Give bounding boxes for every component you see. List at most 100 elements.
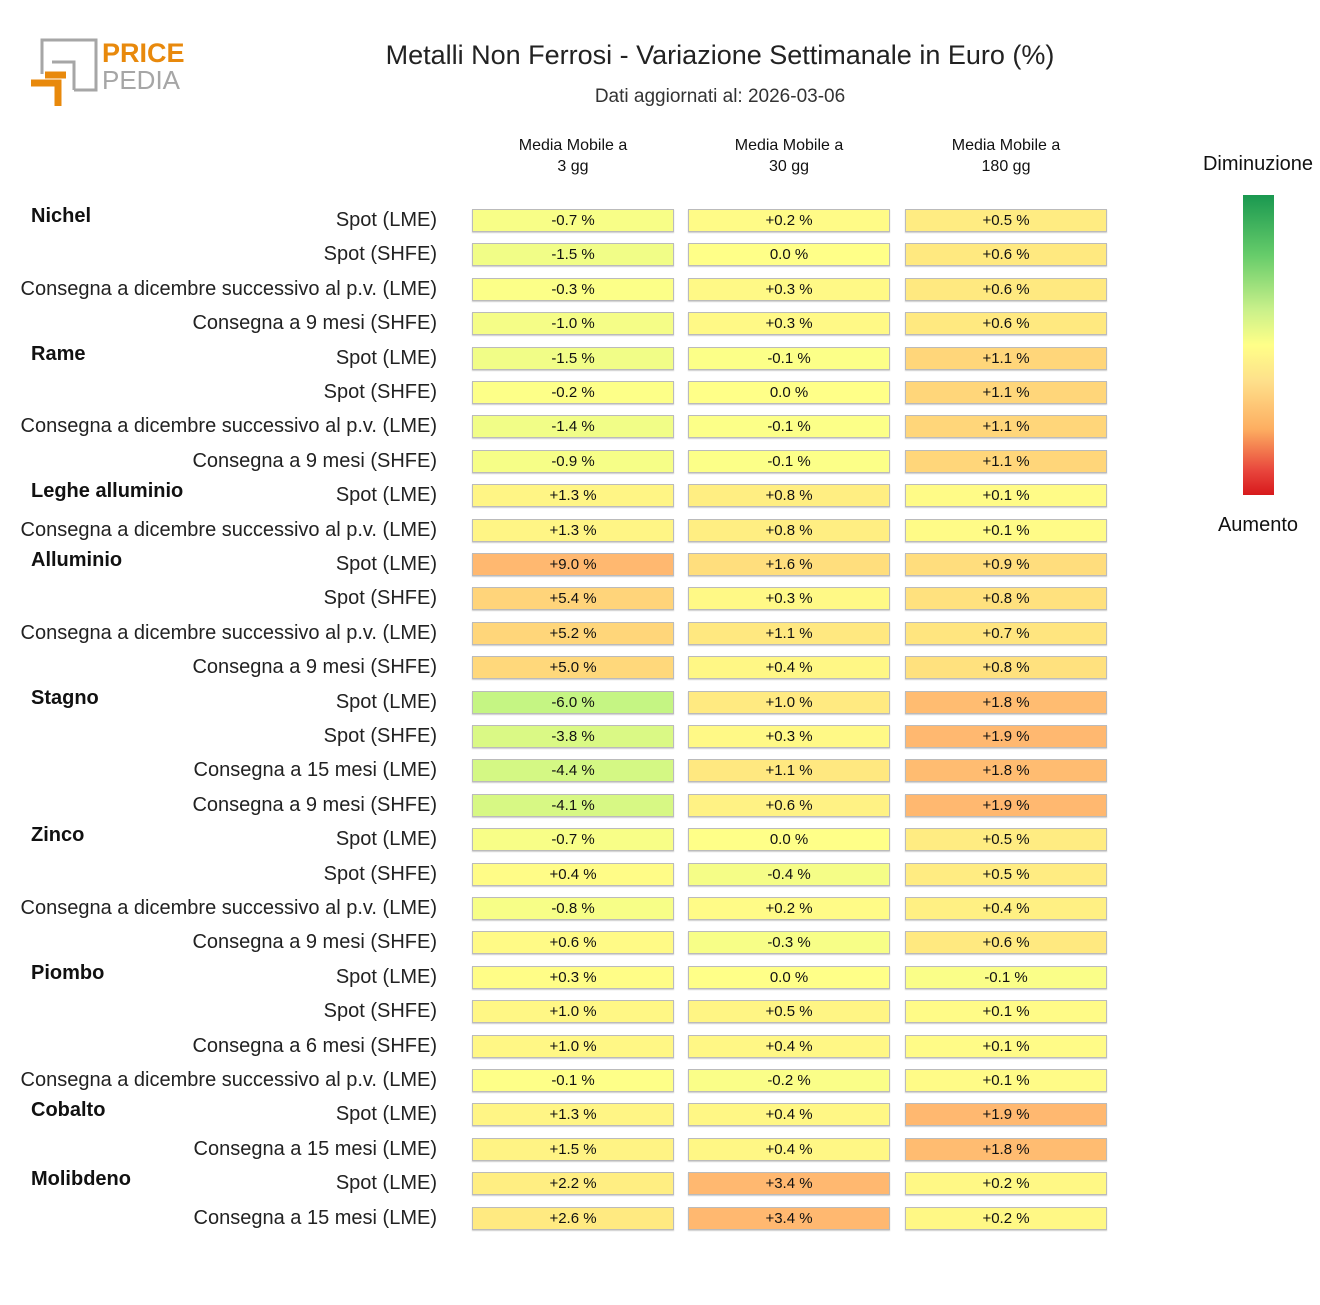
value-cell: +0.3 % <box>688 587 890 611</box>
value-cell: +1.5 % <box>472 1137 674 1161</box>
metal-group-label: Molibdeno <box>31 1168 131 1191</box>
value-cell: +1.3 % <box>472 484 674 508</box>
metal-group-label: Piombo <box>31 961 105 984</box>
contract-label: Consegna a dicembre successivo al p.v. (… <box>20 277 437 300</box>
value-cell: +3.4 % <box>688 1172 890 1196</box>
contract-label: Spot (SHFE) <box>323 1000 437 1023</box>
value-cell: -4.4 % <box>472 759 674 783</box>
value-cell: +0.4 % <box>472 862 674 886</box>
value-cell: +1.0 % <box>472 1034 674 1058</box>
contract-label: Spot (LME) <box>335 690 437 713</box>
value-cell: +1.1 % <box>905 346 1107 370</box>
contract-label: Consegna a 15 mesi (LME) <box>193 1137 437 1160</box>
contract-label: Spot (LME) <box>335 484 437 507</box>
value-cell: +0.2 % <box>688 209 890 232</box>
contract-label: Consegna a 6 mesi (SHFE) <box>192 1034 437 1057</box>
value-cell: +1.0 % <box>472 1000 674 1024</box>
legend-label-top: Diminuzione <box>1202 153 1314 175</box>
value-cell: +1.6 % <box>688 553 890 576</box>
color-scale-legend <box>1243 195 1274 495</box>
value-cell: +0.1 % <box>905 1000 1107 1024</box>
value-cell: +0.1 % <box>905 1034 1107 1058</box>
column-header: Media Mobile a 30 gg <box>679 135 899 177</box>
column-header-line: 30 gg <box>768 158 810 175</box>
value-cell: +1.3 % <box>472 518 674 542</box>
value-cell: +0.2 % <box>905 1172 1107 1196</box>
contract-label: Spot (LME) <box>335 965 437 988</box>
contract-label: Consegna a 9 mesi (SHFE) <box>192 793 437 816</box>
contract-label: Spot (SHFE) <box>323 381 437 403</box>
value-cell: -0.1 % <box>905 965 1107 989</box>
value-cell: +1.8 % <box>905 1137 1107 1161</box>
value-cell: -0.2 % <box>688 1069 890 1092</box>
value-cell: +0.1 % <box>905 484 1107 508</box>
contract-label: Consegna a dicembre successivo al p.v. (… <box>20 1069 437 1091</box>
value-cell: +1.3 % <box>472 1103 674 1127</box>
column-header: Media Mobile a 180 gg <box>896 135 1116 177</box>
metal-group-label: Cobalto <box>31 1099 106 1122</box>
contract-label: Spot (LME) <box>335 209 437 231</box>
contract-label: Consegna a 15 mesi (LME) <box>193 759 437 782</box>
value-cell: -0.2 % <box>472 381 674 404</box>
column-header-line: Media Mobile a <box>518 137 628 154</box>
value-cell: +2.2 % <box>472 1172 674 1196</box>
value-cell: +1.9 % <box>905 793 1107 817</box>
value-cell: +0.9 % <box>905 553 1107 576</box>
column-header-line: Media Mobile a <box>951 137 1061 154</box>
legend-label-bottom: Aumento <box>1217 514 1299 536</box>
value-cell: +0.2 % <box>905 1206 1107 1230</box>
value-cell: -0.1 % <box>472 1069 674 1092</box>
value-cell: +1.1 % <box>905 381 1107 404</box>
contract-label: Consegna a dicembre successivo al p.v. (… <box>20 518 437 541</box>
value-cell: +0.5 % <box>905 209 1107 232</box>
contract-label: Spot (LME) <box>335 1172 437 1195</box>
value-cell: +1.1 % <box>688 759 890 783</box>
value-cell: +0.3 % <box>688 725 890 748</box>
logo-mark-icon <box>31 38 98 106</box>
metal-group-label: Rame <box>31 342 86 365</box>
contract-label: Consegna a 9 mesi (SHFE) <box>192 449 437 472</box>
contract-label: Spot (SHFE) <box>323 862 437 885</box>
value-cell: +0.6 % <box>905 277 1107 301</box>
value-cell: +0.2 % <box>688 897 890 920</box>
value-cell: 0.0 % <box>688 243 890 267</box>
value-cell: +0.4 % <box>905 897 1107 920</box>
value-cell: +0.1 % <box>905 1069 1107 1092</box>
logo-text-price: PRICE <box>102 38 185 68</box>
value-cell: -1.5 % <box>472 243 674 267</box>
chart-subtitle: Dati aggiornati al: 2026-03-06 <box>594 86 846 107</box>
metal-group-label: Stagno <box>31 686 99 709</box>
contract-label: Consegna a dicembre successivo al p.v. (… <box>20 415 437 438</box>
contract-label: Spot (SHFE) <box>323 243 437 266</box>
value-cell: +1.8 % <box>905 690 1107 714</box>
value-cell: +0.8 % <box>688 518 890 542</box>
contract-label: Spot (LME) <box>335 1103 437 1126</box>
contract-label: Spot (SHFE) <box>323 587 437 610</box>
column-header: Media Mobile a 3 gg <box>463 135 683 177</box>
value-cell: +0.3 % <box>472 965 674 989</box>
column-header-line: Media Mobile a <box>734 137 844 154</box>
value-cell: +0.6 % <box>905 243 1107 267</box>
chart-title: Metalli Non Ferrosi - Variazione Settima… <box>385 40 1055 70</box>
value-cell: +0.4 % <box>688 656 890 680</box>
value-cell: +0.8 % <box>905 656 1107 680</box>
contract-label: Spot (LME) <box>335 553 437 575</box>
value-cell: +0.6 % <box>472 931 674 955</box>
value-cell: +1.9 % <box>905 725 1107 748</box>
metal-group-label: Leghe alluminio <box>31 480 184 503</box>
contract-label: Spot (LME) <box>335 828 437 851</box>
value-cell: +0.6 % <box>905 931 1107 955</box>
value-cell: +0.5 % <box>905 862 1107 886</box>
value-cell: 0.0 % <box>688 965 890 989</box>
value-cell: +0.8 % <box>688 484 890 508</box>
metal-group-label: Zinco <box>31 824 85 847</box>
value-cell: +0.3 % <box>688 312 890 336</box>
value-cell: -0.7 % <box>472 209 674 232</box>
value-cell: +5.2 % <box>472 621 674 645</box>
value-cell: -0.3 % <box>688 931 890 955</box>
value-cell: +1.0 % <box>688 690 890 714</box>
contract-label: Spot (LME) <box>335 346 437 369</box>
value-cell: -4.1 % <box>472 793 674 817</box>
value-cell: +0.4 % <box>688 1103 890 1127</box>
contract-label: Spot (SHFE) <box>323 725 437 747</box>
